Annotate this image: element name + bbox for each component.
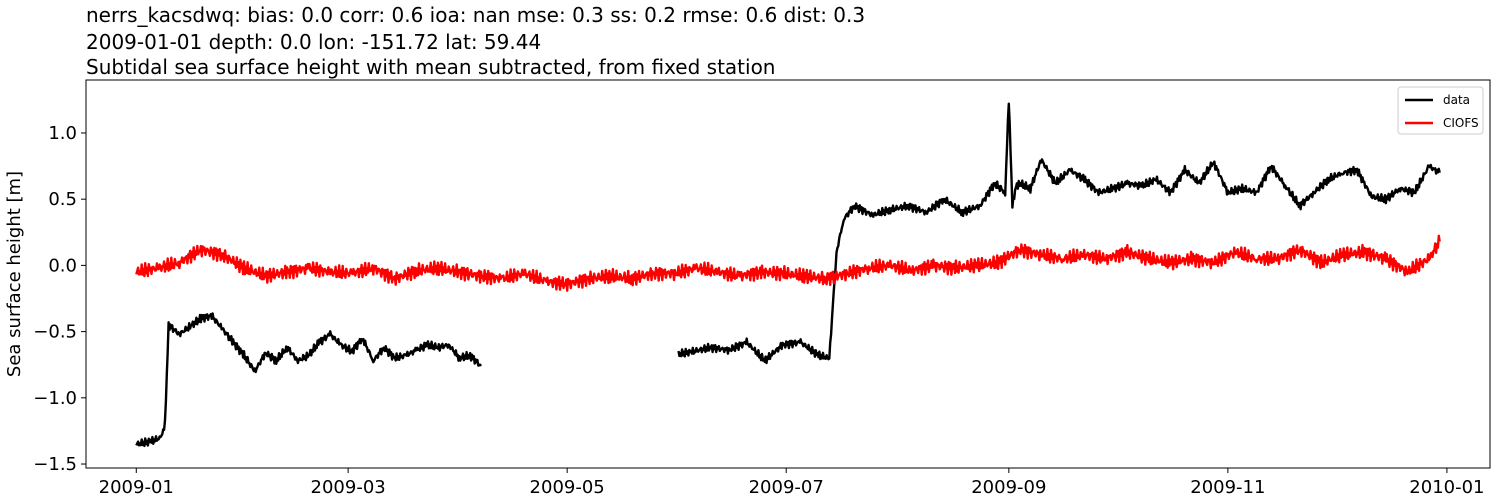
x-tick-label: 2010-01 bbox=[1409, 477, 1484, 498]
y-axis-label: Sea surface height [m] bbox=[4, 171, 25, 377]
chart-title-line-3: Subtidal sea surface height with mean su… bbox=[86, 55, 776, 79]
legend-label-ciofs: CIOFS bbox=[1443, 116, 1479, 130]
x-tick-label: 2009-09 bbox=[971, 477, 1046, 498]
plot-frame bbox=[85, 79, 1491, 469]
y-tick-label: −1.5 bbox=[33, 454, 77, 475]
x-tick-label: 2009-03 bbox=[311, 477, 386, 498]
x-tick-label: 2009-07 bbox=[749, 477, 824, 498]
y-tick-label: 0.0 bbox=[48, 255, 77, 276]
y-tick-label: 1.0 bbox=[48, 123, 77, 144]
series-line-data bbox=[135, 312, 482, 448]
chart-title-line-2: 2009-01-01 depth: 0.0 lon: -151.72 lat: … bbox=[86, 30, 542, 54]
x-tick-label: 2009-01 bbox=[99, 477, 174, 498]
series-line-ciofs bbox=[135, 234, 1441, 292]
y-tick-label: −0.5 bbox=[33, 322, 77, 343]
x-tick-label: 2009-11 bbox=[1190, 477, 1265, 498]
legend-label-data: data bbox=[1443, 93, 1470, 107]
y-tick-label: 0.5 bbox=[48, 189, 77, 210]
chart-title-line-1: nerrs_kacsdwq: bias: 0.0 corr: 0.6 ioa: … bbox=[86, 3, 866, 27]
x-axis: 2009-01 2009-03 2009-05 2009-07 2009-09 2009-… bbox=[99, 468, 1485, 498]
y-axis: −1.5 −1.0 −0.5 0.0 0.5 1.0 bbox=[33, 123, 86, 475]
legend: data CIOFS bbox=[1397, 86, 1484, 135]
x-tick-label: 2009-05 bbox=[530, 477, 605, 498]
series-line-data bbox=[677, 102, 1441, 365]
y-tick-label: −1.0 bbox=[33, 388, 77, 409]
series-layer bbox=[135, 102, 1441, 448]
